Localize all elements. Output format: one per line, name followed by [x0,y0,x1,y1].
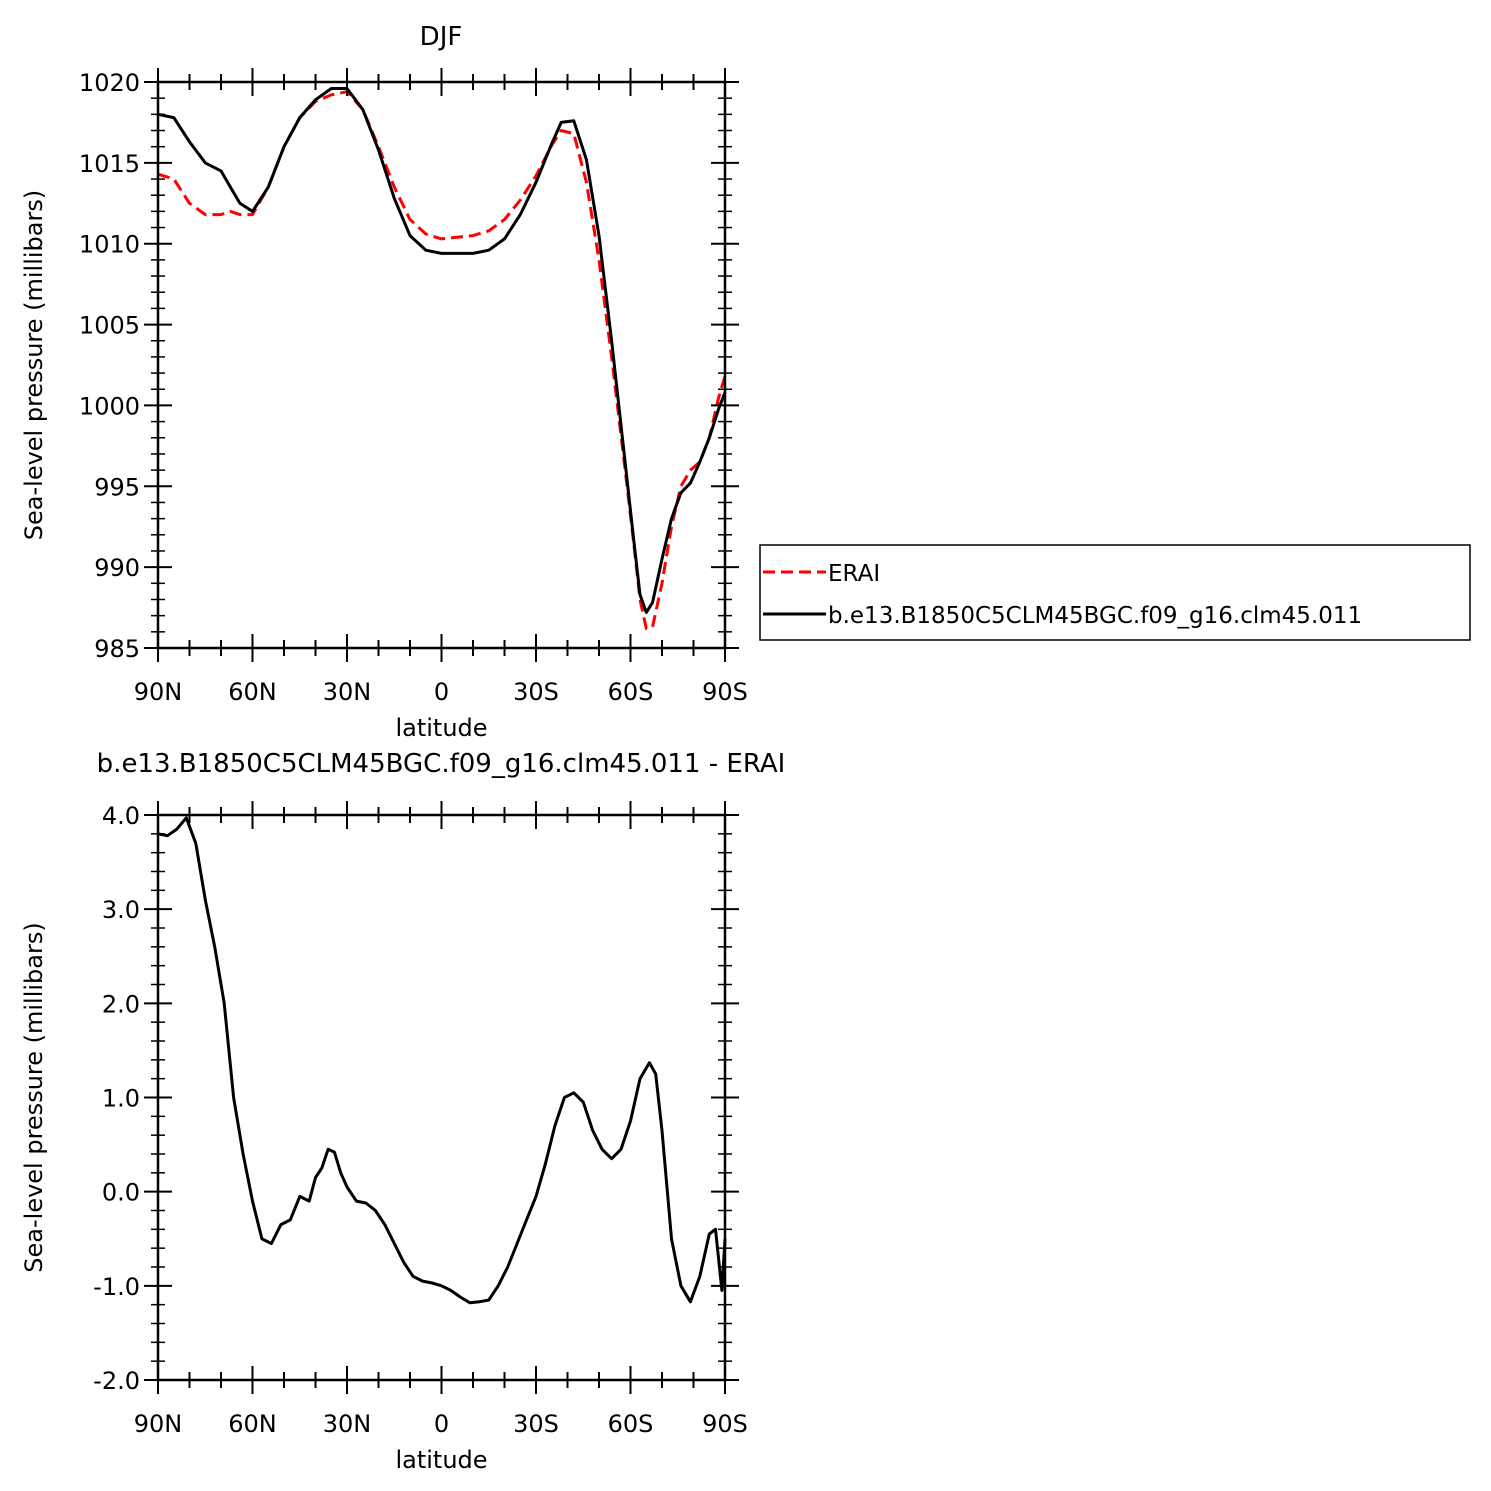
x-tick-label: 30N [323,678,372,706]
x-tick-label: 90N [134,1410,183,1438]
x-tick-label: 90N [134,678,183,706]
legend-box [759,544,1471,641]
x-tick-label: 60N [228,1410,277,1438]
y-tick-label: 1015 [79,150,140,178]
plot-frame [156,80,727,650]
y-axis-label: Sea-level pressure (millibars) [20,190,48,540]
series-line-erai [157,90,727,631]
y-axis-label: Sea-level pressure (millibars) [20,922,48,1272]
x-axis-label: latitude [395,1446,487,1474]
y-tick-label: 1005 [79,312,140,340]
x-tick-label: 90S [702,678,748,706]
legend-label: ERAI [828,561,880,587]
x-tick-label: 30N [323,1410,372,1438]
y-tick-label: 1.0 [102,1085,140,1113]
y-tick-label: 1020 [79,69,140,97]
plot-frame [156,813,727,1382]
x-tick-label: 60S [608,1410,654,1438]
x-tick-label: 0 [434,678,449,706]
y-tick-label: 1000 [79,392,140,420]
x-tick-label: 60S [608,678,654,706]
x-tick-label: 30S [513,1410,559,1438]
y-tick-label: 1010 [79,231,140,259]
y-tick-label: -1.0 [93,1273,140,1301]
y-tick-label: 995 [94,473,140,501]
x-tick-label: 30S [513,678,559,706]
chart-title: DJF [420,22,463,52]
series-line [157,816,727,1305]
y-tick-label: 2.0 [102,990,140,1018]
y-tick-label: 3.0 [102,896,140,924]
chart-title: b.e13.B1850C5CLM45BGC.f09_g16.clm45.011 … [97,749,786,779]
x-tick-label: 60N [228,678,277,706]
top-chart: DJF 90N 60N 30N 0 30S 60S 90S 985 990 995 1000 1005 1… [20,22,1471,742]
x-axis-label: latitude [395,714,487,742]
series-line-b-e13-b1850c5clm45bgc-f09-g16-clm45-011 [157,87,727,614]
y-tick-label: -2.0 [93,1367,140,1395]
y-tick-label: 990 [94,554,140,582]
y-tick-label: 0.0 [102,1179,140,1207]
y-tick-label: 4.0 [102,802,140,830]
x-tick-label: 0 [434,1410,449,1438]
x-tick-label: 90S [702,1410,748,1438]
legend: ERAI b.e13.B1850C5CLM45BGC.f09_g16.clm45.… [759,544,1471,641]
y-tick-label: 985 [94,635,140,663]
legend-label: b.e13.B1850C5CLM45BGC.f09_g16.clm45.011 [828,603,1362,629]
bottom-chart: b.e13.B1850C5CLM45BGC.f09_g16.clm45.011 … [20,749,785,1474]
